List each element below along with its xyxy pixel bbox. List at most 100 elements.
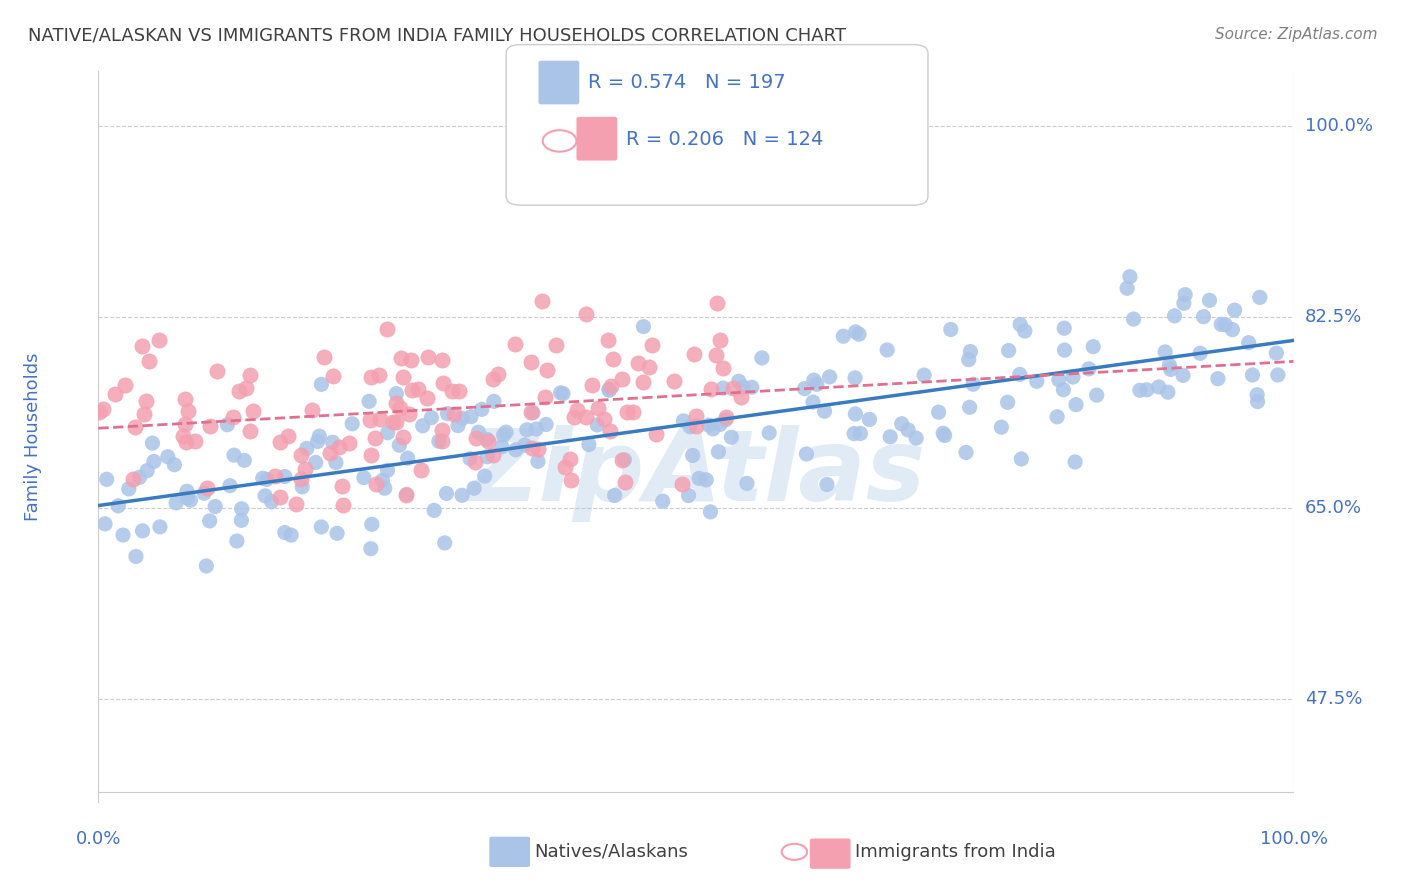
Point	[1083, 340, 1105, 354]
Point	[815, 477, 838, 491]
Point	[495, 425, 517, 439]
Point	[844, 407, 866, 421]
Point	[534, 417, 557, 432]
Point	[138, 353, 160, 368]
Point	[375, 322, 398, 336]
Point	[990, 420, 1012, 434]
Point	[711, 381, 734, 395]
Point	[598, 383, 620, 397]
Point	[360, 517, 382, 532]
Point	[716, 410, 738, 425]
Point	[1237, 335, 1260, 350]
Point	[294, 462, 316, 476]
Point	[381, 415, 404, 429]
Point	[263, 469, 285, 483]
Point	[721, 381, 744, 395]
Point	[1189, 346, 1212, 360]
Point	[128, 470, 150, 484]
Point	[131, 339, 153, 353]
Point	[588, 401, 610, 415]
Text: NATIVE/ALASKAN VS IMMIGRANTS FROM INDIA FAMILY HOUSEHOLDS CORRELATION CHART: NATIVE/ALASKAN VS IMMIGRANTS FROM INDIA …	[28, 27, 846, 45]
Point	[685, 409, 707, 423]
Point	[395, 487, 418, 501]
Point	[475, 433, 498, 447]
Point	[136, 464, 159, 478]
Point	[274, 525, 297, 540]
Point	[1085, 388, 1108, 402]
Point	[513, 438, 536, 452]
Point	[274, 469, 297, 483]
Point	[492, 428, 515, 442]
Point	[1157, 385, 1180, 400]
Point	[848, 327, 870, 342]
Point	[516, 423, 538, 437]
Point	[955, 445, 977, 459]
Point	[505, 336, 527, 351]
Point	[640, 338, 662, 352]
Point	[104, 386, 127, 401]
Point	[172, 428, 194, 442]
Point	[308, 429, 330, 443]
Point	[280, 528, 302, 542]
Point	[1129, 384, 1152, 398]
Point	[377, 425, 399, 440]
Point	[91, 401, 114, 416]
Point	[124, 420, 146, 434]
Point	[758, 425, 780, 440]
Point	[627, 356, 650, 370]
Point	[1053, 321, 1076, 335]
Point	[603, 488, 626, 502]
Point	[928, 405, 950, 419]
Point	[406, 383, 429, 397]
Point	[1246, 388, 1268, 402]
Point	[222, 410, 245, 425]
Point	[519, 405, 541, 419]
Text: R = 0.574   N = 197: R = 0.574 N = 197	[588, 72, 786, 92]
Point	[385, 415, 408, 429]
Point	[184, 434, 207, 449]
Point	[1174, 287, 1197, 301]
Text: 0.0%: 0.0%	[76, 830, 121, 848]
Point	[706, 296, 728, 310]
Point	[1213, 318, 1236, 332]
Point	[423, 503, 446, 517]
Point	[305, 455, 328, 469]
Point	[364, 476, 387, 491]
Point	[610, 372, 633, 386]
Point	[195, 559, 218, 574]
Text: Natives/Alaskans: Natives/Alaskans	[534, 843, 688, 861]
Point	[1047, 373, 1070, 387]
Point	[474, 469, 496, 483]
Point	[1163, 309, 1185, 323]
Point	[179, 493, 201, 508]
Point	[464, 455, 486, 469]
Point	[176, 484, 198, 499]
Point	[1025, 374, 1047, 388]
Point	[396, 451, 419, 466]
Point	[699, 382, 721, 396]
Point	[319, 446, 342, 460]
Point	[551, 386, 574, 401]
Point	[621, 405, 644, 419]
Point	[217, 417, 239, 432]
Point	[1249, 290, 1271, 304]
Point	[550, 385, 572, 400]
Point	[114, 378, 136, 392]
Point	[360, 369, 382, 384]
Point	[1046, 409, 1069, 424]
Point	[613, 452, 636, 467]
Point	[560, 474, 582, 488]
Point	[602, 352, 624, 367]
Point	[118, 482, 141, 496]
Point	[141, 436, 163, 450]
Point	[174, 435, 197, 450]
Point	[685, 419, 707, 434]
Point	[269, 490, 291, 504]
Point	[193, 486, 215, 500]
Point	[363, 431, 385, 445]
Point	[360, 541, 382, 556]
Point	[371, 474, 394, 488]
Point	[711, 360, 734, 375]
Point	[433, 536, 456, 550]
Point	[1222, 323, 1244, 337]
